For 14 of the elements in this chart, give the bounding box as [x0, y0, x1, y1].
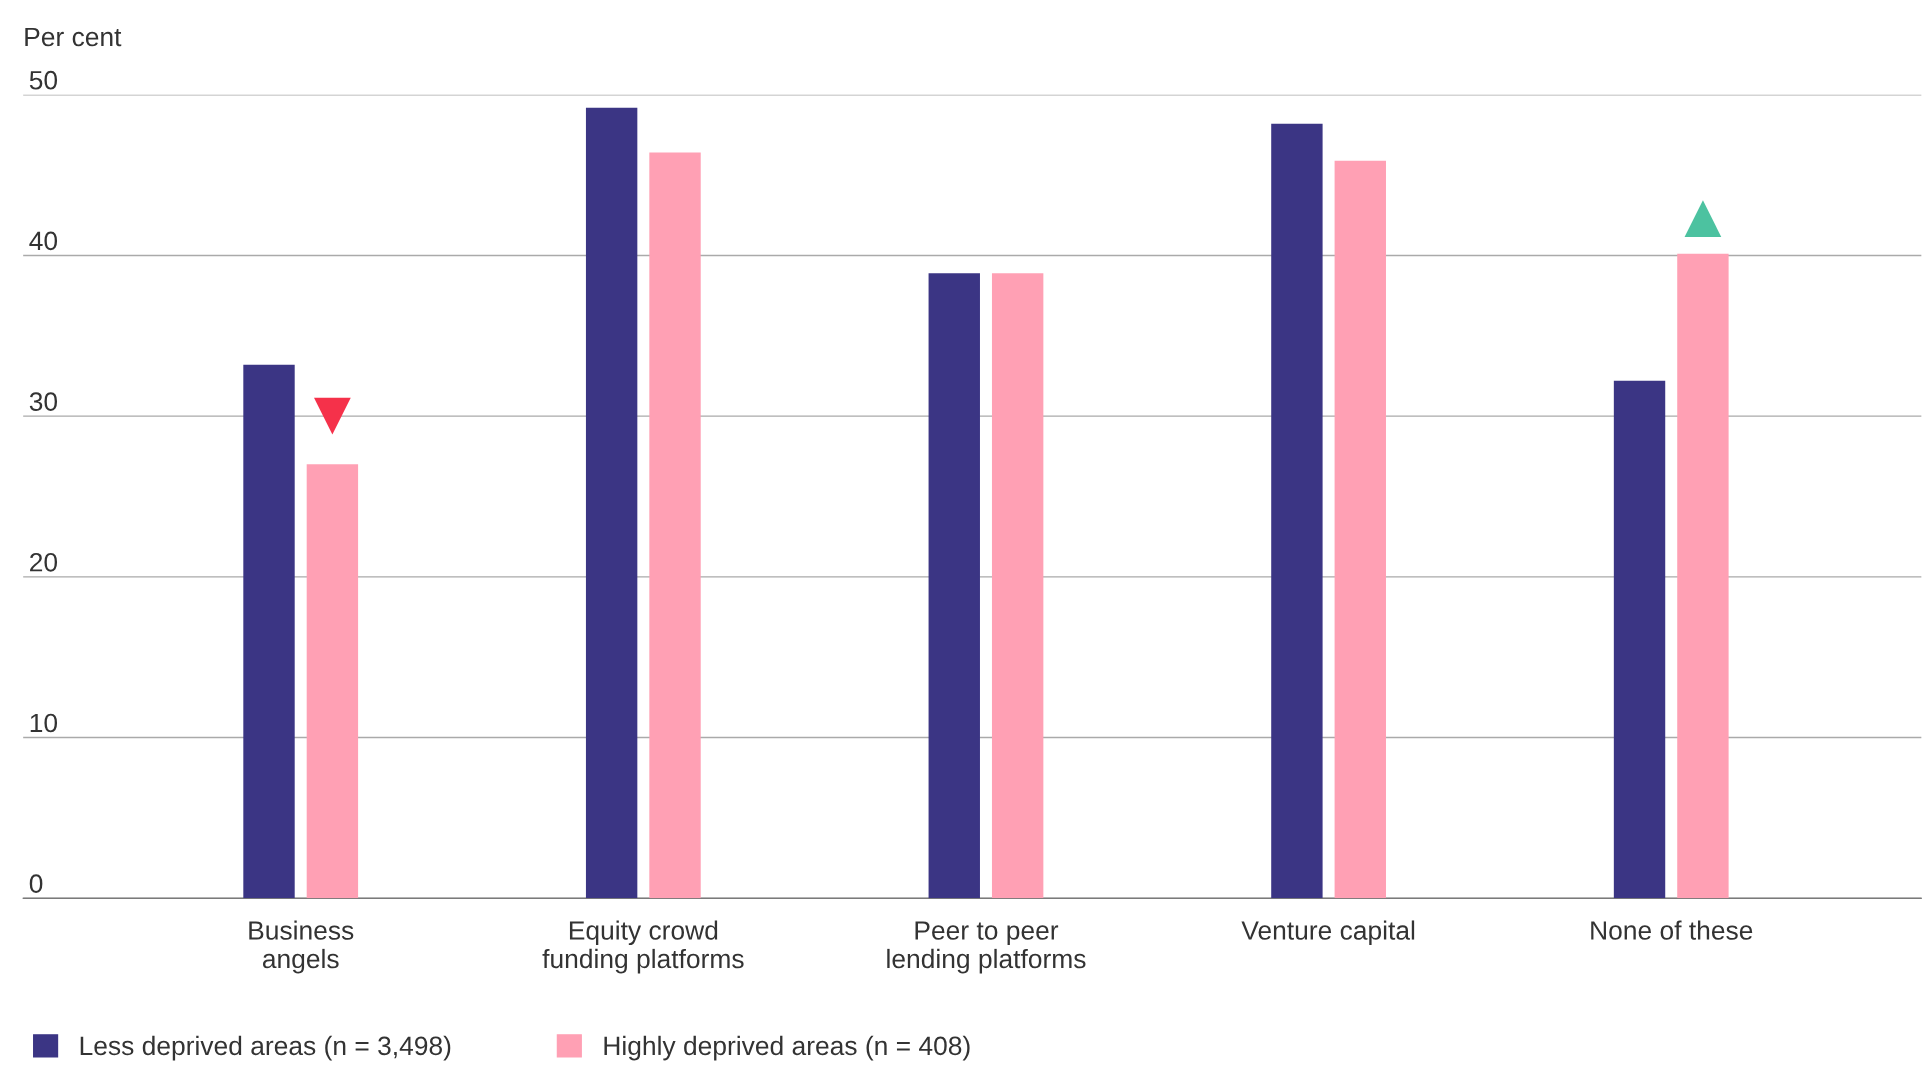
legend-label: Highly deprived areas (n = 408): [604, 1035, 970, 1061]
x-tick-label: Peer to peer lending platforms: [887, 921, 1086, 974]
y-axis-title: Per cent: [25, 27, 122, 47]
y-tick-label: 0: [29, 874, 43, 893]
y-tick-label: 50: [29, 70, 58, 90]
y-tick-label: 30: [29, 392, 58, 411]
x-tick-label: Business angels: [249, 920, 354, 974]
x-tick-label: Venture capital: [1241, 920, 1415, 946]
legend-label: Less deprived areas (n = 3,498): [80, 1035, 451, 1061]
x-tick-label: Equity crowd funding platforms: [542, 920, 744, 974]
x-tick-label: None of these: [1591, 920, 1753, 940]
y-tick-label: 10: [30, 713, 58, 733]
y-tick-label: 40: [29, 231, 58, 251]
y-tick-label: 20: [30, 552, 58, 572]
